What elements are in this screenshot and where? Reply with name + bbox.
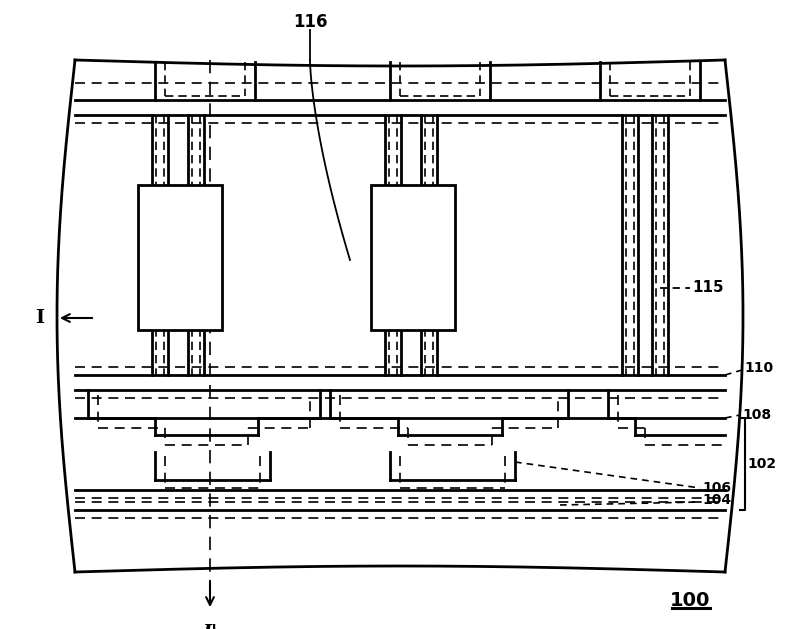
Text: I: I [35, 309, 45, 327]
Text: 115: 115 [692, 281, 724, 296]
Text: 108: 108 [742, 408, 771, 422]
Text: 102: 102 [747, 457, 776, 471]
Text: 116: 116 [293, 13, 327, 31]
Bar [371, 185, 455, 330]
Text: 106: 106 [702, 481, 731, 495]
Bar [138, 185, 222, 330]
Text: I': I' [202, 624, 218, 629]
Text: 110: 110 [744, 361, 773, 375]
Text: 104: 104 [702, 493, 731, 507]
Text: 100: 100 [670, 591, 710, 610]
